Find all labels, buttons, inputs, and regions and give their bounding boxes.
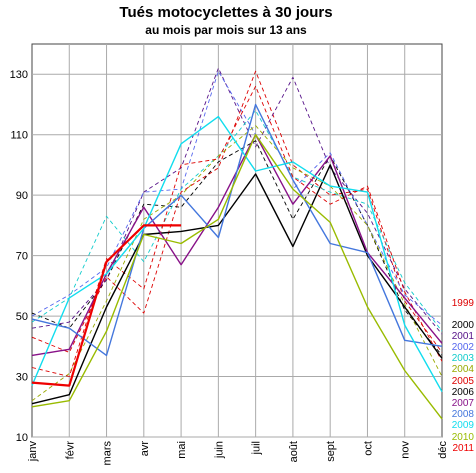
x-tick-label: mai [176,441,188,459]
legend-entry-2004: 2004 [452,364,475,375]
x-tick-label: avr [139,441,151,457]
x-tick-label: déc [437,441,449,459]
plot-area [31,43,443,438]
x-tick-label: mars [102,441,114,466]
y-tick-label: 110 [10,130,28,142]
series-line-2010 [31,134,443,420]
series-line-2004 [31,125,443,402]
legend-entry-2009: 2009 [452,420,475,431]
y-tick-label: 70 [16,251,28,263]
y-tick-label: 10 [16,432,28,444]
y-tick-label: 50 [16,311,28,323]
x-tick-label: janv [27,441,39,463]
legend-entry-2011: 2011 [452,443,474,454]
x-tick-label: oct [362,441,374,456]
legend-entry-2003: 2003 [452,353,475,364]
y-tick-label: 30 [16,372,28,384]
legend-entry-2007: 2007 [452,398,475,409]
x-tick-label: nov [400,441,412,459]
legend-entry-2005: 2005 [452,376,475,387]
legend-entry-2000: 2000 [452,320,475,331]
series-line-1999 [31,70,443,353]
legend-entry-2008: 2008 [452,409,475,420]
series-line-2011 [31,224,182,387]
x-tick-label: févr [64,441,76,460]
series-line-2009 [31,115,443,393]
legend-entry-1999: 1999 [452,298,475,309]
y-tick-label: 90 [16,190,28,202]
legend-entry-2010: 2010 [452,432,475,443]
series-line-2008 [31,103,443,357]
grid-lines [32,44,442,438]
legend-entry-2001: 2001 [452,331,475,342]
y-axis-ticks: 10 30 50 70 90 110 130 [10,69,28,444]
chart-subtitle: au mois par mois sur 13 ans [145,23,307,37]
legend-entry-2002: 2002 [452,342,475,353]
series-line-2003 [31,110,443,332]
x-tick-label: août [288,441,300,462]
chart-title: Tués motocyclettes à 30 jours [119,4,332,21]
series-lines [31,67,443,420]
x-axis-ticks: janv févr mars avr mai juin juil août sept oct nov… [27,441,449,466]
x-tick-label: juin [213,441,225,459]
x-tick-label: sept [325,441,337,462]
y-tick-label: 130 [10,69,28,81]
legend: 1999 200020012002200320042005200620072008… [452,298,475,454]
series-line-2006 [31,164,443,405]
legend-entry-2006: 2006 [452,387,475,398]
x-tick-label: juil [251,441,263,455]
series-line-2002 [31,70,443,326]
